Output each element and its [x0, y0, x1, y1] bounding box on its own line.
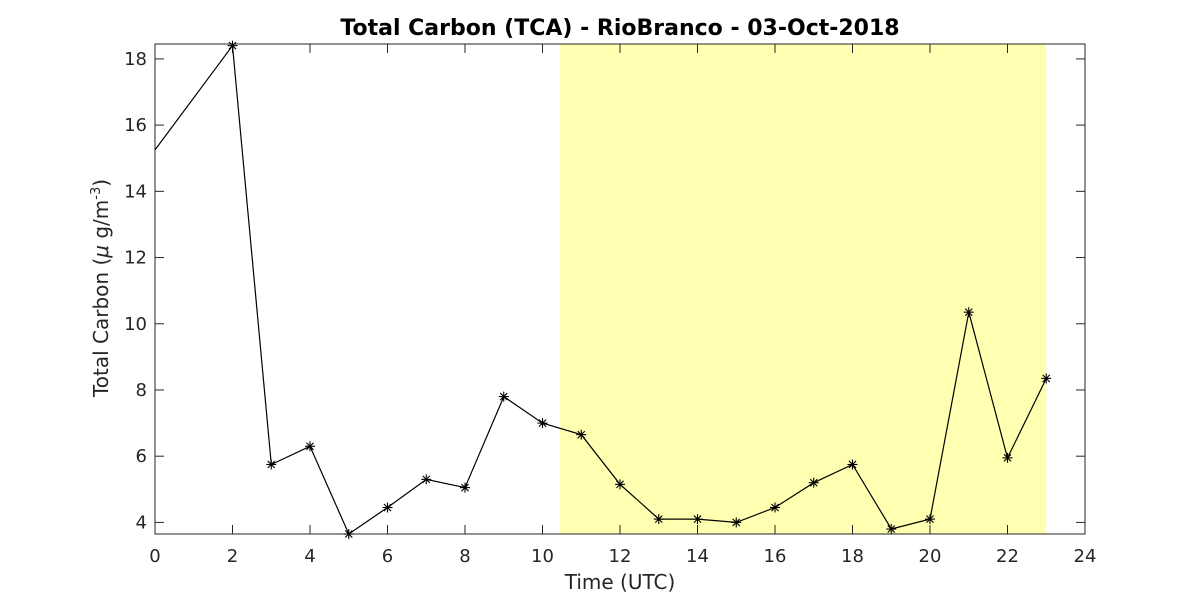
y-axis-label-exponent: -3	[89, 187, 104, 200]
data-point	[963, 307, 974, 318]
data-point	[537, 418, 548, 429]
y-tick-label: 8	[136, 380, 147, 401]
data-point	[305, 441, 315, 452]
data-point-stroke	[1003, 453, 1012, 462]
data-point-stroke	[538, 419, 547, 428]
data-point	[808, 477, 819, 488]
y-axis-label-suffix: )	[89, 179, 113, 187]
x-tick-label: 6	[382, 546, 393, 567]
data-point-stroke	[422, 475, 431, 484]
data-point-stroke	[228, 41, 237, 50]
data-point	[382, 502, 393, 513]
data-point	[1002, 452, 1013, 463]
data-point-stroke	[848, 460, 857, 469]
data-point-stroke	[383, 503, 392, 512]
data-point-stroke	[306, 442, 314, 451]
x-tick-label: 8	[459, 546, 470, 567]
y-tick-label: 12	[124, 248, 147, 269]
data-point	[731, 517, 742, 528]
data-point	[576, 429, 587, 440]
x-tick-label: 16	[764, 546, 787, 567]
data-point-stroke	[809, 478, 818, 487]
data-point-stroke	[771, 503, 779, 512]
data-point	[498, 391, 509, 402]
chart-title: Total Carbon (TCA) - RioBranco - 03-Oct-…	[340, 16, 899, 41]
y-tick-labels: 4 6 8 10 12 14 16 18	[124, 49, 147, 534]
y-tick-label: 16	[124, 115, 147, 136]
data-point	[1041, 373, 1052, 384]
data-point-stroke	[616, 480, 624, 489]
data-point-stroke	[654, 515, 663, 524]
x-tick-labels: 0 2 4 6 8 10 12 14 16 18 20 22 24	[149, 546, 1096, 567]
data-point	[692, 514, 703, 525]
x-tick-label: 18	[841, 546, 864, 567]
data-point	[847, 459, 858, 470]
y-axis-label-prefix: Total Carbon (	[89, 258, 113, 398]
x-tick-label: 14	[686, 546, 709, 567]
data-point	[615, 479, 625, 490]
x-tick-label: 20	[919, 546, 942, 567]
x-axis-label: Time (UTC)	[564, 570, 676, 594]
data-point-stroke	[499, 392, 508, 401]
highlight-span	[559, 44, 1047, 534]
x-tick-label: 10	[531, 546, 554, 567]
data-point-stroke	[1042, 374, 1051, 383]
data-point	[460, 482, 470, 493]
y-tick-label: 4	[136, 512, 147, 533]
data-point-stroke	[267, 460, 276, 469]
y-tick-label: 10	[124, 314, 147, 335]
x-tick-label: 0	[149, 546, 160, 567]
data-point	[421, 474, 432, 485]
y-axis-label-mu: μ	[89, 245, 113, 259]
data-point	[886, 524, 897, 535]
data-point	[266, 459, 277, 470]
data-point-stroke	[577, 430, 586, 439]
y-axis-label: Total Carbon (μ g/m-3)	[89, 179, 113, 398]
y-tick-label: 6	[136, 446, 147, 467]
data-point-stroke	[732, 518, 741, 527]
data-point-stroke	[887, 525, 896, 533]
data-point-stroke	[461, 483, 469, 492]
y-axis-label-unit: g/m	[89, 200, 113, 245]
data-point	[770, 502, 780, 513]
data-point-stroke	[693, 515, 702, 524]
y-tick-label: 14	[124, 181, 147, 202]
data-point	[925, 514, 935, 525]
x-tick-label: 24	[1074, 546, 1097, 567]
plot-area	[154, 40, 1086, 539]
x-tick-label: 2	[227, 546, 238, 567]
data-point	[343, 529, 354, 539]
data-point-stroke	[926, 515, 934, 524]
x-tick-label: 12	[609, 546, 632, 567]
data-point-stroke	[344, 530, 353, 538]
data-point	[653, 514, 664, 525]
data-point-stroke	[964, 308, 973, 317]
x-tick-label: 22	[996, 546, 1019, 567]
y-tick-label: 18	[124, 49, 147, 70]
x-tick-label: 4	[304, 546, 315, 567]
data-point	[227, 40, 238, 51]
